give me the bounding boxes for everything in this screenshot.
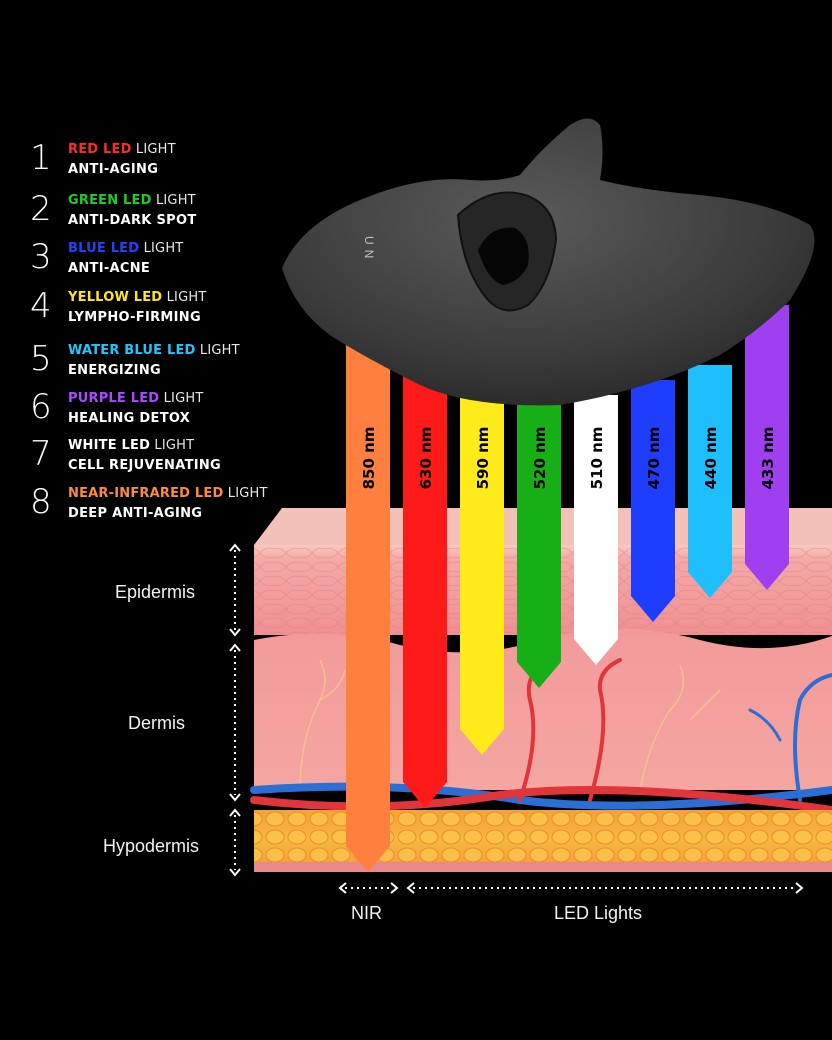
beam-510-nm (574, 395, 618, 665)
dermis-layer (254, 629, 832, 790)
legend-number: 7 (30, 434, 52, 474)
legend-benefit: ANTI-AGING (68, 162, 159, 177)
legend-benefit: ANTI-DARK SPOT (68, 213, 197, 228)
legend-benefit: DEEP ANTI-AGING (68, 506, 203, 521)
legend-led-suffix: LIGHT (159, 391, 204, 406)
dermis-fibers (299, 659, 721, 791)
arrow-heads (229, 543, 804, 894)
mask-brand: UN (362, 236, 376, 263)
hypodermis-label: Hypodermis (103, 836, 200, 856)
legend-led-suffix: LIGHT (150, 438, 195, 453)
legend-led-name: PURPLE LED (68, 391, 160, 406)
beam-wavelength-label: 850 nm (360, 427, 378, 490)
beam-wavelength-label: 590 nm (474, 427, 492, 490)
beam-wavelength-label: 440 nm (702, 427, 720, 490)
legend-led-suffix: LIGHT (223, 486, 268, 501)
beam-850-nm (346, 330, 390, 872)
beam-433-nm (745, 305, 789, 590)
legend-led-name: WATER BLUE LED (68, 343, 196, 358)
legend-number: 4 (30, 286, 52, 326)
nir-label: NIR (351, 903, 382, 923)
beam-wavelength-label: 630 nm (417, 427, 435, 490)
beam-590-nm (460, 380, 504, 755)
legend-benefit: HEALING DETOX (68, 411, 191, 426)
beam-wavelength-label: 433 nm (759, 427, 777, 490)
legend-benefit: CELL REJUVENATING (68, 458, 222, 473)
legend-led-suffix: LIGHT (195, 343, 240, 358)
legend-led-suffix: LIGHT (162, 290, 207, 305)
dermis-label: Dermis (128, 713, 185, 733)
legend-led-name: YELLOW LED (68, 290, 163, 305)
legend-led-name: RED LED (68, 142, 132, 157)
legend-number: 8 (30, 482, 52, 522)
legend-number: 1 (30, 138, 52, 178)
epidermis-label: Epidermis (115, 582, 196, 602)
beam-520-nm (517, 390, 561, 688)
light-beams: 850 nm 630 nm 590 nm 520 nm 510 nm 470 nm 440 … (346, 305, 789, 872)
legend-led-name: BLUE LED (68, 241, 140, 256)
beam-470-nm (631, 380, 675, 622)
beam-wavelength-label: 470 nm (645, 427, 663, 490)
legend-led-suffix: LIGHT (131, 142, 176, 157)
led-mask-icon: UN (282, 118, 815, 406)
legend-benefit: ANTI-ACNE (68, 261, 151, 276)
legend-number: 3 (30, 237, 52, 277)
legend-number: 2 (30, 189, 52, 229)
legend-benefit: ENERGIZING (68, 363, 161, 378)
beam-630-nm (403, 365, 447, 808)
legend-led-name: NEAR-INFRARED LED (68, 486, 224, 501)
legend-benefit: LYMPHO-FIRMING (68, 310, 201, 325)
beam-wavelength-label: 510 nm (588, 427, 606, 490)
beam-440-nm (688, 365, 732, 598)
legend-led-name: GREEN LED (68, 193, 152, 208)
beam-wavelength-label: 520 nm (531, 427, 549, 490)
legend-led-suffix: LIGHT (151, 193, 196, 208)
led-legend: 1 RED LED LIGHT ANTI-AGING 2 GREEN LED L… (0, 0, 330, 540)
legend-led-name: WHITE LED (68, 438, 151, 453)
layer-arrows (234, 550, 797, 889)
led-lights-label: LED Lights (554, 903, 643, 923)
blood-vessels (250, 658, 832, 814)
legend-led-suffix: LIGHT (139, 241, 184, 256)
legend-number: 5 (30, 339, 52, 379)
legend-number: 6 (30, 387, 52, 427)
